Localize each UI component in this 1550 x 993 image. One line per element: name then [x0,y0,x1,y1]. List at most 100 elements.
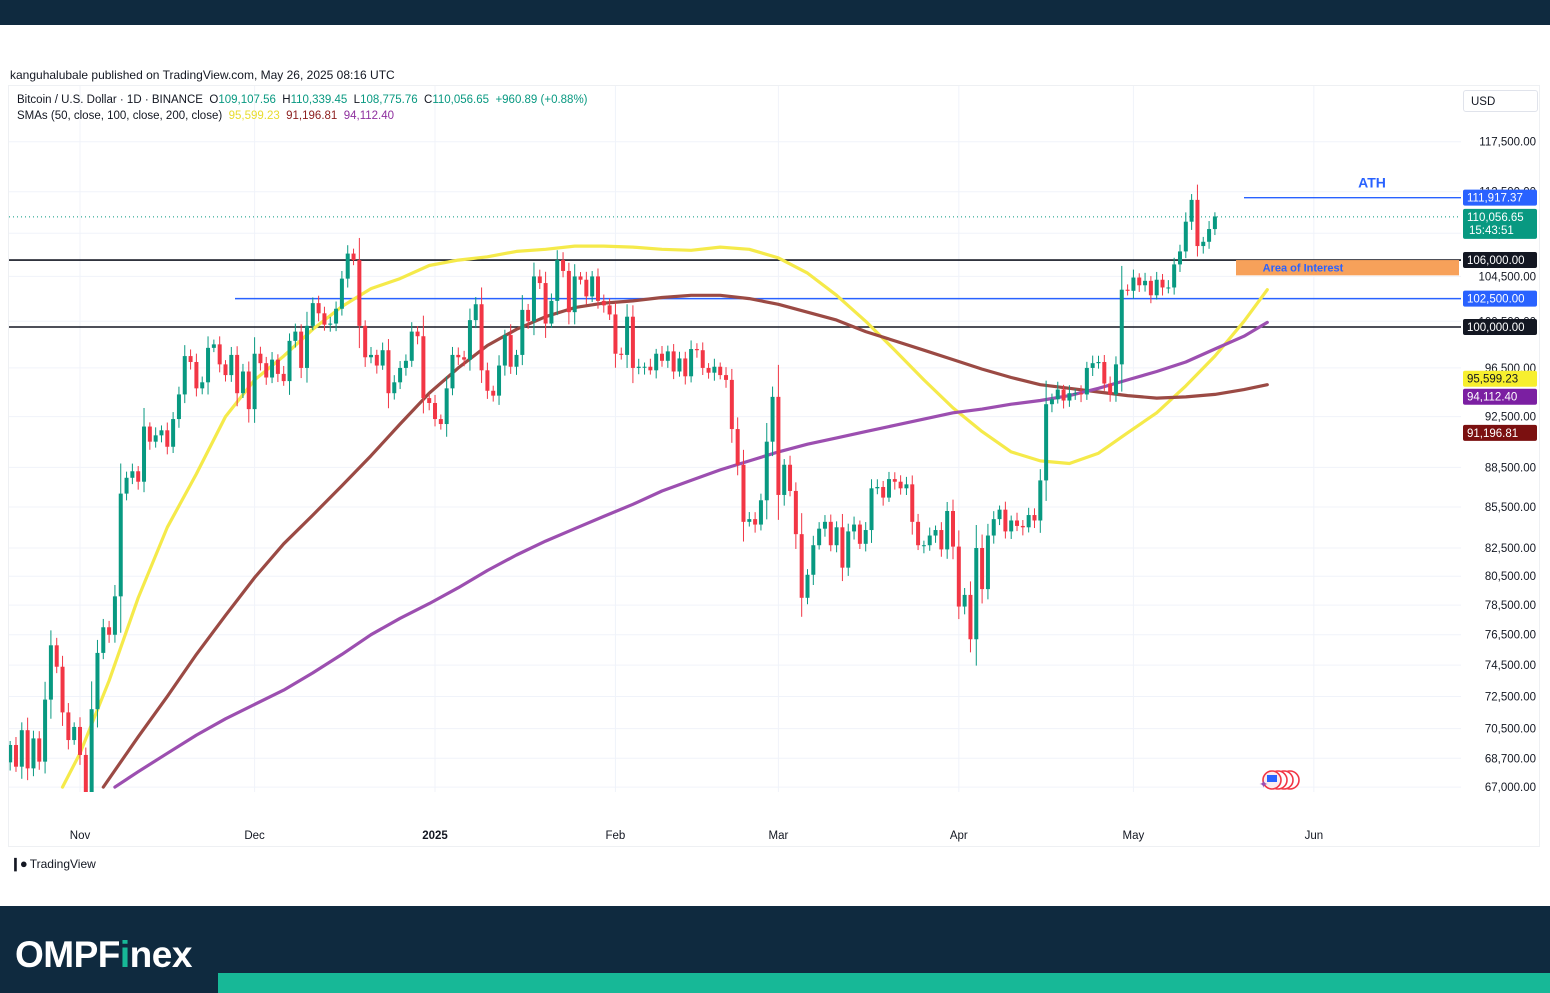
tradingview-label: TradingView [29,857,96,871]
candle-body [25,730,30,769]
candle-body [962,594,967,607]
candle-body [78,726,82,755]
candle-body [473,304,478,321]
candle-body [951,511,955,547]
candle-body [1119,289,1124,365]
candle-body [409,331,414,361]
x-tick-label: Mar [768,830,788,842]
countdown-badge: 15:43:51 [1469,225,1514,237]
candle-body [444,388,449,425]
candle-body [19,730,24,767]
candle-body [945,511,950,550]
candle-body [13,744,18,767]
candlesticks [9,184,1217,792]
candle-body [136,471,141,482]
candle-body [572,276,577,313]
candle-body [9,744,13,763]
candle-body [590,276,595,297]
candle-body [112,596,117,635]
candle-body [607,305,612,315]
candle-body [700,350,705,368]
candle-body [380,350,385,366]
candle-body [886,479,891,498]
candle-body [217,344,222,365]
candle-body [1020,525,1025,528]
candle-body [706,367,711,373]
candle-body [881,486,886,498]
candle-body [182,356,187,395]
candle-body [526,309,531,322]
candle-body [712,366,717,373]
y-tick-label: 85,500.00 [1485,502,1536,514]
y-tick-label: 80,500.00 [1485,571,1536,583]
candle-body [1009,520,1014,532]
candle-body [351,253,356,261]
candle-body [770,396,775,442]
change-value: +960.89 (+0.88%) [495,94,588,106]
candle-body [438,419,443,425]
candle-body [293,331,298,341]
candle-body [1015,520,1020,526]
y-tick-label: 117,500.00 [1479,137,1536,149]
candle-body [1067,393,1072,401]
candle-body [304,325,309,368]
candle-body [188,356,193,362]
y-tick-label: 82,500.00 [1485,543,1536,555]
candle-body [636,366,641,368]
tradingview-attribution[interactable]: ❙● TradingView [10,856,96,872]
candle-body [60,666,65,713]
bottom-accent-stripe [218,973,1550,993]
candle-body [834,527,839,546]
y-tick-label: 76,500.00 [1485,630,1536,642]
candle-body [1090,363,1095,368]
candle-body [508,335,513,367]
candle-body [1108,383,1113,395]
candle-body [83,754,88,792]
candle-body [1003,509,1008,532]
candle-body [805,574,810,598]
candle-body [403,360,408,368]
candle-body [689,349,694,377]
ath-badge-bg [1463,189,1537,206]
sma200-line [113,320,1269,789]
candle-body [758,500,763,525]
candle-body [828,521,833,546]
candle-body [822,521,827,529]
candle-body [677,358,682,372]
candle-body [566,270,571,313]
y-tick-label: 74,500.00 [1485,660,1536,672]
candle-body [1195,199,1200,247]
candle-body [1177,251,1182,265]
candle-body [741,464,746,522]
candle-body [467,320,472,360]
candle-body [427,398,432,403]
candle-body [1166,287,1171,289]
sma-legend: SMAs (50, close, 100, close, 200, close)… [17,110,394,122]
candle-body [910,484,915,522]
candle-body [857,524,862,544]
sma200-legend-value: 94,112.40 [343,110,395,122]
candle-body [89,709,94,792]
candle-body [933,530,938,536]
candle-body [235,354,240,394]
currency-selector[interactable]: USD [1463,90,1538,112]
candle-body [648,366,653,371]
high-label: H [282,94,291,106]
x-tick-label: Feb [606,830,626,842]
candle-body [107,627,112,635]
candle-body [37,738,42,762]
candle-body [223,364,228,376]
level-badge: 102,500.00 [1467,294,1525,306]
candle-body [613,314,618,354]
candle-body [561,260,566,271]
candle-body [1154,279,1159,296]
area-of-interest-label: Area of Interest [1263,262,1344,274]
sma100-badge: 91,196.81 [1467,428,1518,440]
candle-body [1044,404,1049,481]
candle-body [892,479,897,482]
candle-body [450,354,455,389]
y-tick-label: 68,700.00 [1485,753,1536,765]
y-tick-label: 70,500.00 [1485,724,1536,736]
candle-body [502,335,507,366]
